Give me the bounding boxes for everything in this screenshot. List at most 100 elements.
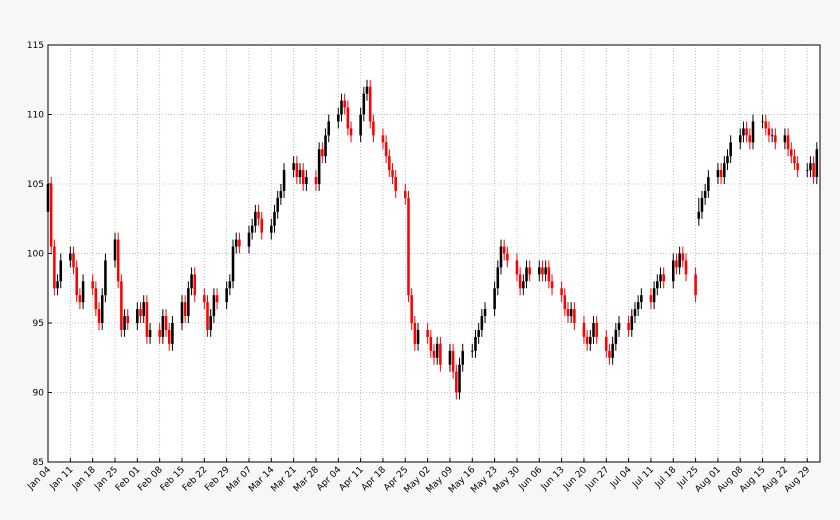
candle-body	[148, 329, 152, 337]
candle-body	[451, 350, 455, 372]
candle-body	[474, 336, 477, 351]
candle-body	[282, 170, 286, 191]
candle-body	[770, 135, 774, 137]
candle-body	[499, 246, 503, 268]
y-tick-label: 100	[27, 250, 44, 260]
candle-body	[627, 323, 630, 330]
candle-body	[59, 260, 63, 282]
candle-body	[362, 93, 366, 115]
candle-body	[273, 211, 276, 226]
candle-body	[742, 128, 745, 136]
candle-body	[158, 329, 161, 337]
candle-body	[365, 86, 369, 94]
candle-body	[525, 267, 528, 282]
candle-body	[448, 350, 452, 365]
candle-body	[337, 114, 340, 122]
candle-body	[812, 163, 815, 178]
candle-body	[113, 239, 117, 261]
y-tick-label: 85	[33, 458, 44, 468]
candle-body	[480, 316, 484, 330]
candle-body	[589, 336, 592, 344]
candle-body	[327, 121, 331, 136]
candle-body	[212, 295, 216, 317]
candle-body	[483, 309, 487, 317]
candle-body	[783, 135, 787, 143]
candle-body	[145, 302, 149, 337]
candle-body	[209, 316, 212, 330]
candle-body	[136, 309, 139, 323]
candle-body	[786, 135, 790, 150]
candle-body	[49, 184, 53, 247]
candle-body	[391, 170, 394, 178]
candle-body	[745, 128, 748, 136]
candle-body	[183, 302, 187, 317]
candle-body	[94, 288, 98, 310]
candle-body	[321, 149, 324, 157]
candle-body	[161, 316, 165, 337]
candle-body	[317, 149, 321, 184]
y-tick-label: 115	[27, 41, 44, 51]
candle-body	[537, 267, 541, 275]
candle-body	[343, 100, 346, 108]
candle-body	[346, 107, 350, 129]
candle-body	[228, 281, 232, 289]
candle-body	[276, 197, 279, 212]
candle-body	[716, 170, 720, 178]
candle-body	[617, 323, 621, 330]
candle-body	[592, 323, 595, 337]
candle-body	[502, 246, 506, 254]
candle-body	[573, 309, 576, 323]
candle-body	[515, 260, 519, 275]
candle-body	[805, 170, 809, 171]
candle-body	[295, 163, 299, 178]
candle-body	[700, 197, 704, 212]
candle-body	[697, 211, 701, 219]
candle-body	[652, 288, 656, 303]
candle-body	[694, 274, 697, 296]
candle-body	[372, 121, 375, 136]
axes-frame	[47, 44, 821, 463]
candle-body	[75, 267, 78, 296]
candle-body	[719, 170, 723, 178]
candle-body	[522, 281, 525, 289]
candle-body	[595, 323, 598, 337]
candle-body	[458, 364, 461, 393]
candle-body	[550, 281, 554, 289]
candle-body	[410, 295, 413, 323]
candle-body	[56, 281, 59, 289]
candle-body	[279, 190, 283, 198]
candle-body	[426, 329, 429, 337]
candle-body	[314, 177, 318, 184]
candle-body	[455, 371, 458, 393]
candle-body	[656, 281, 659, 289]
y-tick-label: 105	[27, 180, 44, 190]
candle-body	[585, 336, 589, 344]
candle-body	[560, 288, 563, 296]
candle-body	[681, 253, 685, 261]
candle-body	[53, 246, 56, 289]
candle-body	[292, 163, 295, 171]
candle-body	[633, 309, 637, 317]
candle-body	[815, 149, 819, 178]
candle-body	[305, 177, 308, 184]
candle-body	[471, 350, 474, 352]
candle-body	[767, 128, 771, 136]
candle-body	[123, 316, 126, 330]
candle-body	[547, 267, 551, 282]
candle-body	[518, 274, 522, 289]
candle-body	[566, 309, 570, 317]
candle-body	[180, 302, 184, 323]
candle-body	[809, 163, 812, 171]
candle-body	[388, 156, 391, 171]
candle-body	[190, 274, 193, 289]
candle-body	[541, 267, 544, 275]
candle-body	[582, 323, 586, 337]
candle-body	[563, 295, 567, 310]
candle-body	[528, 267, 531, 275]
candle-body	[384, 142, 388, 157]
candle-body	[215, 295, 219, 303]
candle-body	[684, 260, 688, 275]
candle-body	[407, 197, 410, 296]
candle-body	[206, 302, 209, 330]
